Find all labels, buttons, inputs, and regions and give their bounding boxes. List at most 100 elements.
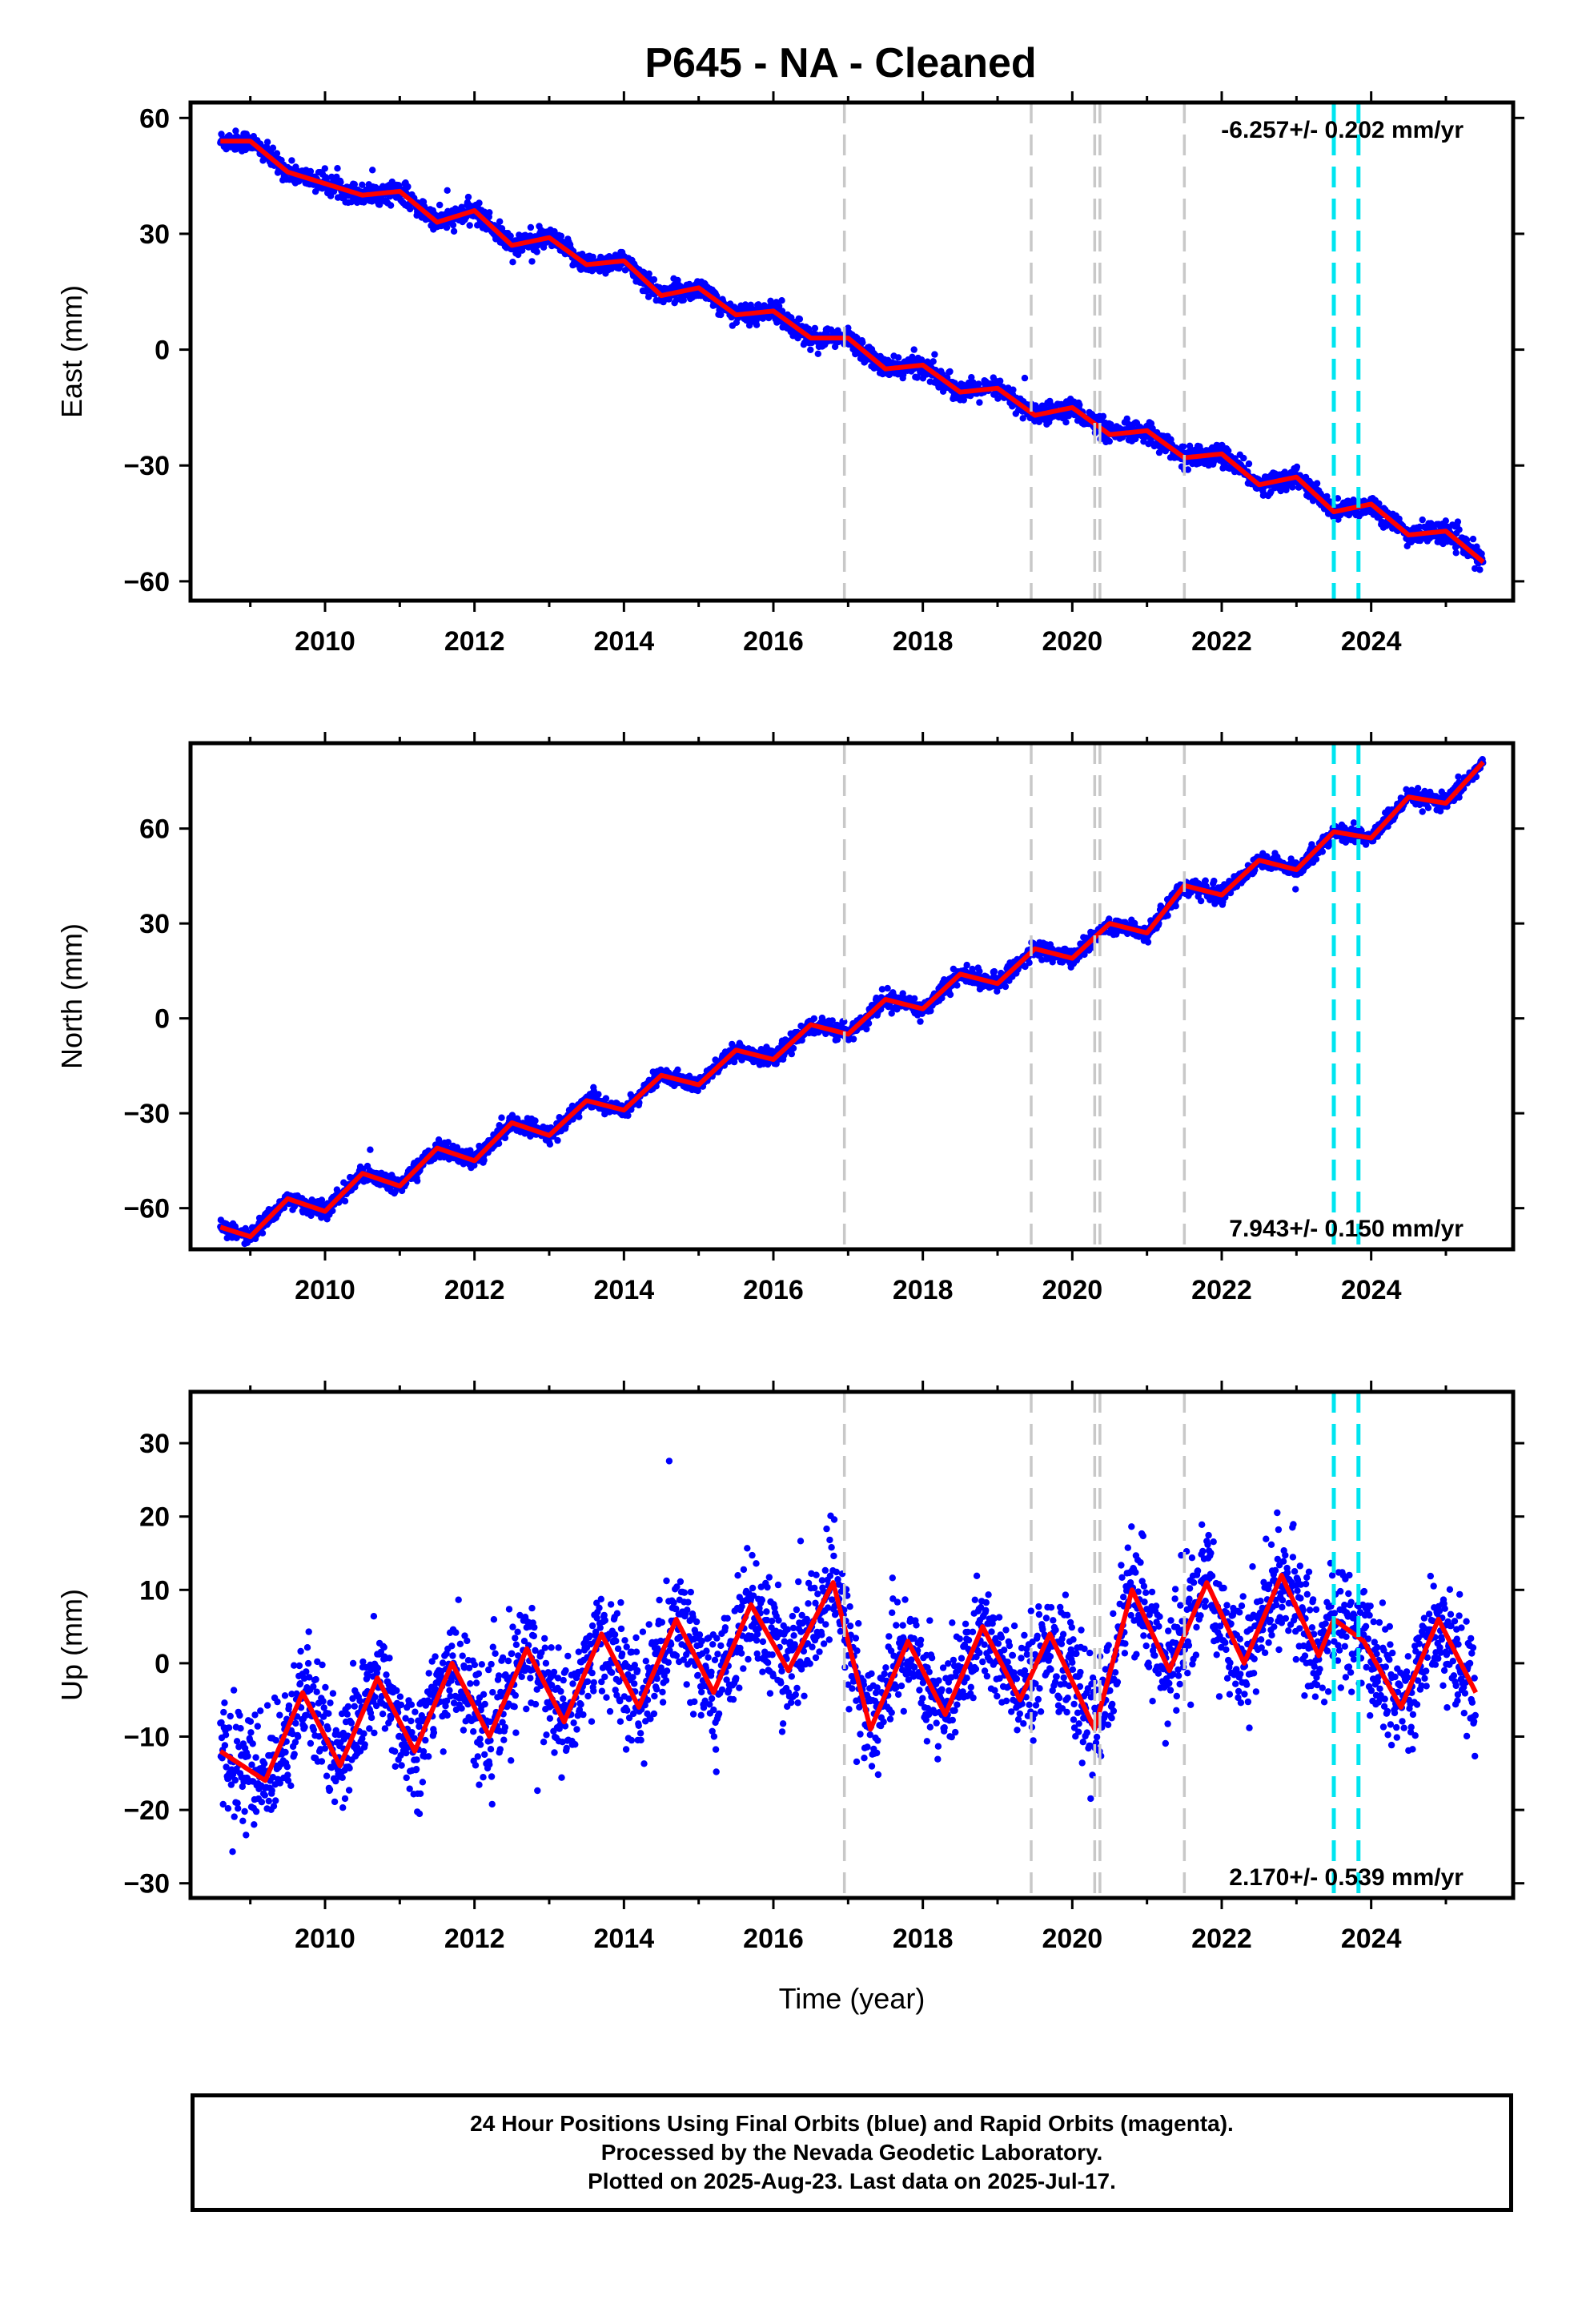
north-point: [954, 982, 961, 989]
east-point: [1123, 415, 1130, 423]
east-point: [913, 374, 921, 381]
east-point: [1419, 516, 1426, 524]
east-point: [976, 399, 983, 406]
north-point: [911, 995, 918, 1003]
east-point: [1010, 386, 1017, 393]
east-y-tick-label: 60: [139, 103, 170, 134]
east-point: [1225, 447, 1232, 455]
east-point: [232, 127, 239, 135]
east-point: [443, 223, 451, 231]
north-point: [546, 1140, 554, 1148]
east-point: [1452, 549, 1460, 557]
north-point: [917, 1018, 924, 1025]
east-x-tick-label: 2012: [444, 626, 505, 657]
north-point: [1144, 939, 1152, 946]
east-point: [1245, 460, 1253, 468]
east-point: [515, 251, 522, 259]
east-point: [1293, 463, 1301, 471]
east-point: [351, 181, 358, 188]
east-point: [1180, 443, 1187, 450]
east-point: [1375, 500, 1383, 507]
east-x-tick-label: 2016: [743, 626, 804, 657]
east-point: [994, 395, 1002, 402]
east-point: [404, 183, 412, 191]
east-x-tick-label: 2020: [1042, 626, 1103, 657]
east-y-tick-label: −60: [123, 567, 170, 597]
east-x-tick-label: 2022: [1191, 626, 1252, 657]
east-point: [474, 222, 481, 229]
east-point: [930, 358, 937, 365]
east-point: [807, 346, 814, 353]
east-point: [444, 187, 451, 194]
east-point: [1454, 518, 1462, 525]
east-point: [328, 173, 335, 181]
east-point: [975, 380, 982, 388]
east-point: [509, 259, 516, 266]
east-point: [968, 374, 975, 381]
north-point: [865, 1019, 873, 1027]
east-point: [436, 201, 444, 209]
east-point: [1106, 437, 1114, 445]
east-point: [496, 218, 504, 225]
east-point: [811, 324, 819, 332]
north-point: [990, 967, 998, 975]
east-point: [557, 232, 565, 239]
east-x-tick-label: 2010: [295, 626, 355, 657]
north-point: [1026, 959, 1033, 967]
east-point: [831, 343, 839, 351]
east-point: [814, 350, 821, 357]
east-point: [466, 222, 473, 229]
east-point: [645, 270, 652, 277]
east-point: [1456, 526, 1463, 533]
north-point: [1002, 983, 1010, 991]
north-point: [788, 1050, 795, 1058]
east-y-tick-label: −30: [123, 451, 170, 481]
north-point: [884, 984, 891, 992]
east-point: [1240, 454, 1247, 462]
east-point: [450, 227, 458, 235]
north-point: [624, 1112, 632, 1120]
east-point: [334, 165, 341, 172]
north-point: [341, 1197, 349, 1205]
east-point: [931, 351, 938, 358]
east-point: [1313, 480, 1321, 487]
east-point: [528, 258, 536, 265]
east-point: [997, 377, 1004, 384]
east-y-tick-label: 30: [139, 219, 170, 250]
north-point: [576, 1113, 583, 1120]
east-point: [486, 209, 493, 216]
east-x-tick-label: 2014: [594, 626, 655, 657]
east-point: [449, 221, 457, 229]
east-point: [533, 248, 540, 255]
east-point: [387, 202, 395, 209]
east-point: [1184, 466, 1192, 473]
chart-title: P645 - NA - Cleaned: [644, 40, 1036, 86]
east-x-tick-label: 2018: [893, 626, 954, 657]
north-point: [602, 1095, 610, 1102]
east-point: [269, 144, 277, 151]
east-point: [753, 321, 761, 328]
east-x-tick-label: 2024: [1341, 626, 1402, 657]
east-point: [796, 316, 804, 323]
north-point: [963, 961, 970, 969]
east-point: [321, 165, 328, 172]
east-point: [337, 179, 344, 186]
east-point: [507, 232, 514, 239]
east-point: [680, 296, 687, 304]
east-point: [263, 139, 271, 146]
east-point: [1021, 374, 1029, 382]
north-point: [554, 1136, 561, 1144]
east-point: [765, 314, 773, 322]
east-point: [288, 157, 295, 164]
east-point: [369, 167, 376, 174]
east-point: [1149, 424, 1156, 432]
north-point: [259, 1229, 267, 1237]
east-point: [1334, 495, 1342, 502]
north-point: [595, 1091, 602, 1098]
east-point: [621, 267, 629, 274]
east-point: [1323, 493, 1331, 501]
east-y-axis-label: East (mm): [55, 285, 88, 418]
